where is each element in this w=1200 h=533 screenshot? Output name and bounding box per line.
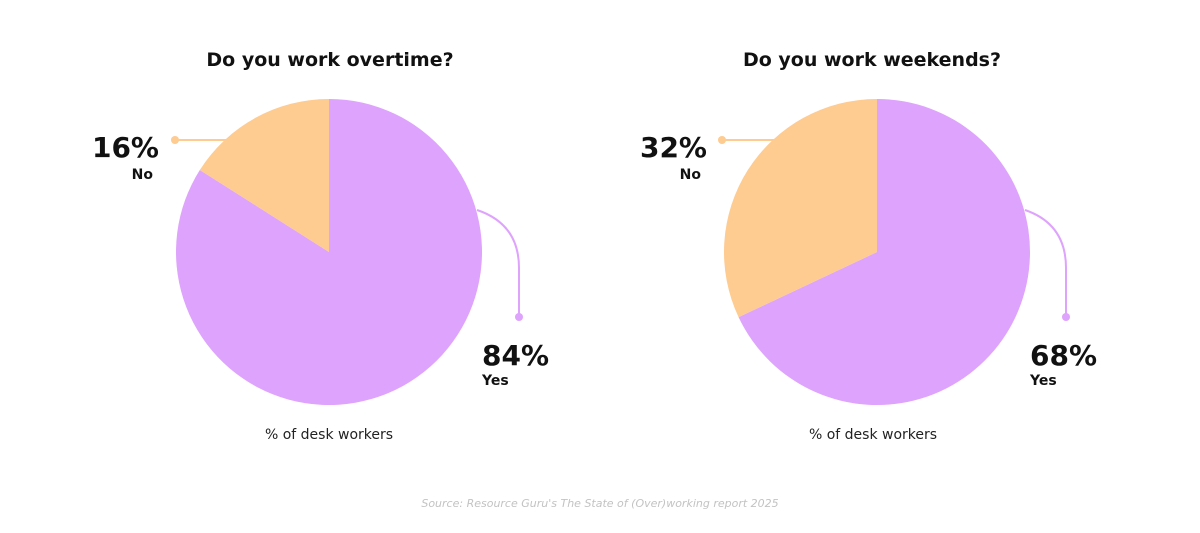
leader-lines-weekends (718, 136, 1070, 321)
yes-category-label-overtime: Yes (481, 373, 509, 389)
pie-weekends (723, 99, 1030, 405)
pie-slice-no (199, 99, 329, 252)
pie-slice-no (723, 99, 877, 318)
pie-overtime (175, 99, 482, 405)
yes-percent-label-weekends: 68% (1030, 339, 1097, 372)
no-percent-label-overtime: 16% (92, 131, 159, 164)
chart-title-weekends: Do you work weekends? (743, 49, 1001, 71)
leader-line-yes (476, 209, 520, 317)
chart-weekends: Do you work weekends? 32% No 68% Yes % o… (640, 49, 1097, 443)
yes-category-label-weekends: Yes (1029, 373, 1057, 389)
leader-lines-overtime (171, 136, 523, 321)
chart-caption-overtime: % of desk workers (265, 427, 393, 443)
yes-percent-label-overtime: 84% (482, 339, 549, 372)
leader-dot-no (718, 136, 726, 144)
chart-overtime: Do you work overtime? 16% No 84% Yes % o… (92, 49, 549, 443)
no-category-label-weekends: No (680, 167, 702, 183)
chart-title-overtime: Do you work overtime? (206, 49, 453, 71)
pie-slice-yes (738, 99, 1030, 405)
no-category-label-overtime: No (132, 167, 154, 183)
leader-dot-yes (515, 313, 523, 321)
chart-caption-weekends: % of desk workers (809, 427, 937, 443)
source-note: Source: Resource Guru's The State of (Ov… (421, 497, 779, 510)
leader-line-yes (1024, 209, 1067, 317)
leader-dot-yes (1062, 313, 1070, 321)
leader-dot-no (171, 136, 179, 144)
no-percent-label-weekends: 32% (640, 131, 707, 164)
